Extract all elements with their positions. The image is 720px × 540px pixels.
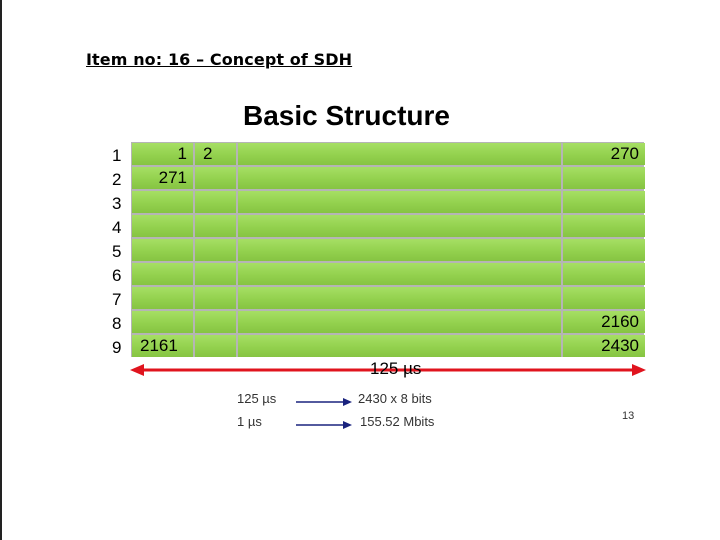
frame-cell: [132, 263, 193, 285]
row-label: 4: [112, 218, 122, 237]
frame-byte-label: 2161: [140, 336, 178, 355]
frame-cell: [563, 263, 645, 285]
frame-cell: [195, 287, 236, 309]
duration-arrow: [130, 364, 646, 376]
frame-cell: 271: [132, 167, 193, 189]
row-label: 1: [112, 146, 122, 165]
frame-cell: 2: [195, 143, 236, 165]
frame-cell: [238, 263, 561, 285]
frame-cell: 2161: [132, 335, 193, 357]
frame-cell: [563, 167, 645, 189]
frame-cell: [195, 335, 236, 357]
row-label: 3: [112, 194, 122, 213]
frame-cell: [563, 287, 645, 309]
frame-cell: [195, 263, 236, 285]
frame-cell: 1: [132, 143, 193, 165]
row-label: 9: [112, 338, 122, 357]
frame-duration-label: 125 µs: [370, 359, 422, 378]
sdh-frame-grid: 1 2 270 271 2160 2161 2430: [131, 142, 645, 357]
diagram-title: Basic Structure: [243, 100, 450, 131]
frame-cell: [132, 287, 193, 309]
row-label: 5: [112, 242, 122, 261]
row-label: 2: [112, 170, 122, 189]
frame-cell: [238, 215, 561, 237]
frame-cell: [238, 287, 561, 309]
frame-cell: [195, 311, 236, 333]
row-label: 8: [112, 314, 122, 333]
frame-cell: 270: [563, 143, 645, 165]
row-label: 7: [112, 290, 122, 309]
relation-arrow: [296, 398, 352, 406]
relation-left: 125 µs: [237, 391, 277, 406]
frame-cell: [238, 191, 561, 213]
frame-cell: [238, 239, 561, 261]
frame-cell: [563, 191, 645, 213]
row-label: 6: [112, 266, 122, 285]
frame-cell: [132, 215, 193, 237]
frame-cell: [132, 311, 193, 333]
frame-byte-label: 270: [610, 144, 639, 163]
frame-cell: [238, 167, 561, 189]
frame-cell: [563, 239, 645, 261]
frame-cell: [238, 311, 561, 333]
frame-cell: [238, 143, 561, 165]
frame-cell: [238, 335, 561, 357]
frame-cell: [195, 215, 236, 237]
frame-cell: 2430: [563, 335, 645, 357]
relation-left: 1 µs: [237, 414, 262, 429]
frame-byte-label: 271: [158, 168, 187, 187]
frame-cell: [132, 191, 193, 213]
item-title: Item no: 16 – Concept of SDH: [86, 50, 353, 69]
duration-arrow-left-head: [130, 364, 144, 376]
relation-right: 155.52 Mbits: [360, 414, 435, 429]
frame-cell: 2160: [563, 311, 645, 333]
frame-byte-label: 2: [203, 144, 213, 163]
frame-byte-label: 1: [177, 144, 187, 163]
frame-byte-label: 2430: [601, 336, 639, 355]
page-number: 13: [622, 410, 635, 422]
frame-cell: [195, 167, 236, 189]
frame-cell: [195, 239, 236, 261]
left-border: [0, 0, 2, 540]
relation-right: 2430 x 8 bits: [358, 391, 432, 406]
frame-cell: [132, 239, 193, 261]
frame-cell: [195, 191, 236, 213]
relation-arrow: [296, 421, 352, 429]
frame-byte-label: 2160: [601, 312, 639, 331]
duration-arrow-right-head: [632, 364, 646, 376]
frame-cell: [563, 215, 645, 237]
